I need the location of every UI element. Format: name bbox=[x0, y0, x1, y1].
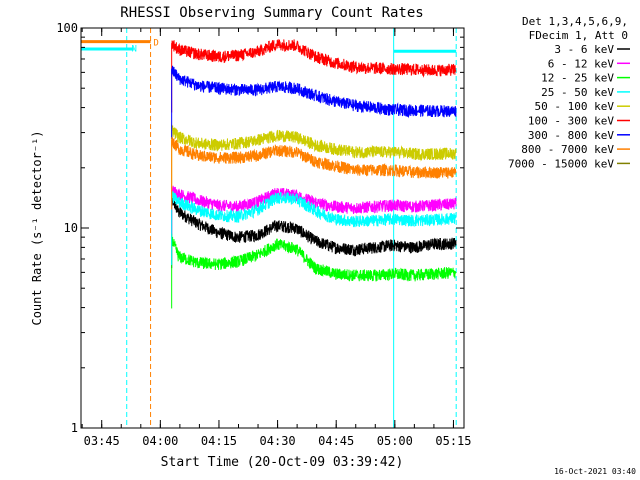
footer-timestamp: 16-Oct-2021 03:40 bbox=[554, 467, 636, 476]
legend-label-300-800-kev: 300 - 800 keV bbox=[528, 129, 614, 142]
chart-title: RHESSI Observing Summary Count Rates bbox=[120, 5, 423, 21]
y-axis-label: Count Rate (s⁻¹ detector⁻¹) bbox=[30, 130, 44, 325]
series-25-50-kev bbox=[81, 47, 457, 266]
annotation-d: D bbox=[153, 39, 158, 49]
y-tick-label-100: 100 bbox=[56, 21, 78, 35]
x-tick-label-04-45: 04:45 bbox=[318, 434, 354, 448]
x-tick-label-04-00: 04:00 bbox=[142, 434, 178, 448]
x-tick-label-05-15: 05:15 bbox=[435, 434, 471, 448]
annotation-layer: ND bbox=[131, 39, 158, 55]
series-800-7000-kev bbox=[81, 40, 457, 210]
series-trace-3-6-kev bbox=[171, 193, 457, 257]
series-layer bbox=[81, 39, 457, 309]
series-trace-6-12-kev bbox=[171, 185, 457, 215]
legend-label-3-6-kev: 3 - 6 keV bbox=[554, 43, 614, 56]
legend-header-line-2: FDecim 1, Att 0 bbox=[529, 29, 628, 42]
annotation-n: N bbox=[131, 44, 136, 54]
x-tick-label-05-00: 05:00 bbox=[377, 434, 413, 448]
series-trace-50-100-kev bbox=[171, 124, 457, 162]
y-tick-label-1: 1 bbox=[71, 421, 78, 435]
legend-label-50-100-kev: 50 - 100 keV bbox=[535, 100, 615, 113]
y-tick-label-10: 10 bbox=[64, 221, 78, 235]
axis-layer: 03:45 04:00 04:15 04:30 04:45 05:00 05:15 1 10 10… bbox=[56, 21, 471, 448]
series-trace-12-25-kev bbox=[171, 233, 457, 282]
series-trace-300-800-kev bbox=[171, 65, 457, 119]
legend-label-12-25-kev: 12 - 25 keV bbox=[541, 72, 614, 85]
series-300-800-kev bbox=[171, 65, 457, 139]
legend-label-7000-15000-kev: 7000 - 15000 keV bbox=[508, 157, 614, 170]
legend-label-800-7000-kev: 800 - 7000 keV bbox=[521, 143, 614, 156]
legend-label-25-50-kev: 25 - 50 keV bbox=[541, 86, 614, 99]
x-tick-label-04-15: 04:15 bbox=[201, 434, 237, 448]
legend-header-line-1: Det 1,3,4,5,6,9, bbox=[522, 15, 628, 28]
x-axis-label: Start Time (20-Oct-09 03:39:42) bbox=[161, 455, 404, 470]
legend: Det 1,3,4,5,6,9, FDecim 1, Att 0 3 - 6 k… bbox=[508, 15, 630, 170]
legend-label-100-300-kev: 100 - 300 keV bbox=[528, 115, 614, 128]
legend-label-6-12-kev: 6 - 12 keV bbox=[548, 57, 615, 70]
series-trace-800-7000-kev bbox=[171, 136, 457, 179]
x-tick-label-03-45: 03:45 bbox=[84, 434, 120, 448]
x-tick-label-04-30: 04:30 bbox=[260, 434, 296, 448]
series-trace-25-50-kev bbox=[171, 191, 457, 228]
series-trace-100-300-kev bbox=[171, 39, 457, 78]
